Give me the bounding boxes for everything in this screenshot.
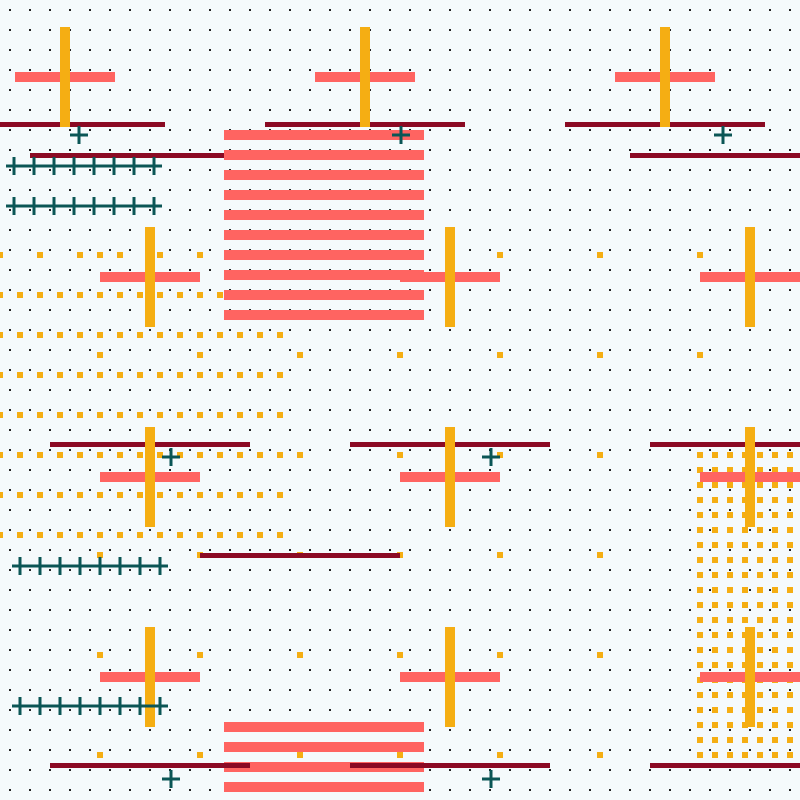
cross-icon (100, 227, 200, 327)
plus-row (6, 197, 162, 215)
cross-icon (700, 227, 800, 327)
plus-row (6, 157, 162, 175)
plus-icon (482, 448, 500, 466)
plus-row (12, 557, 168, 575)
teal-plus-marks (6, 126, 732, 788)
plus-icon (162, 770, 180, 788)
plus-icon (714, 126, 732, 144)
cross-icon (400, 427, 500, 527)
plus-icon (482, 770, 500, 788)
dot-grid (9, 9, 791, 791)
plus-icon (162, 448, 180, 466)
cross-icon (700, 627, 800, 727)
cross-icon (100, 627, 200, 727)
cross-icon (15, 27, 115, 127)
cross-icon (615, 27, 715, 127)
cross-icon (400, 227, 500, 327)
cross-icon (100, 427, 200, 527)
crosses (15, 27, 800, 727)
coral-stripes (224, 130, 424, 792)
plus-row (12, 697, 168, 715)
plus-icon (70, 126, 88, 144)
cross-icon (400, 627, 500, 727)
plus-icon (392, 126, 410, 144)
cross-icon (315, 27, 415, 127)
cross-icon (700, 427, 800, 527)
